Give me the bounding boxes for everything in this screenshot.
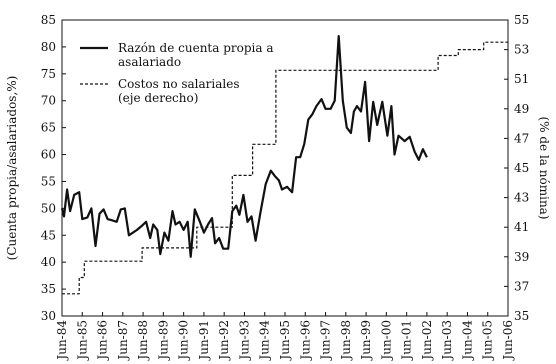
left-tick-label: 35 (41, 282, 56, 296)
left-tick-label: 40 (41, 255, 56, 269)
x-axis-ticks: Jun-84 Jun-85 Jun-86 Jun-87 Jun-88 Jun-89 Jun-… (55, 312, 515, 362)
y2-axis-title: (% de la nómina) (537, 116, 551, 219)
x-tick-label: Jun-98 (339, 320, 353, 362)
series-line-cuenta-propia (60, 34, 428, 258)
right-tick-label: 39 (514, 250, 529, 264)
x-tick-label: Jun-95 (278, 320, 292, 362)
x-tick-label: Jun-94 (258, 320, 272, 362)
left-tick-label: 75 (41, 67, 56, 81)
right-tick-label: 45 (514, 161, 529, 175)
series-line-costos-no-salariales (62, 41, 508, 295)
x-tick-label: Jun-96 (298, 320, 312, 362)
x-tick-label: Jun-87 (116, 320, 130, 362)
x-tick-label: Jun-03 (440, 320, 454, 362)
series-layer (60, 34, 508, 295)
x-tick-label: Jun-91 (197, 320, 211, 362)
x-tick-label: Jun-90 (177, 320, 191, 362)
right-axis-ticks: 35 37 39 41 43 45 47 49 51 53 55 (504, 13, 529, 323)
left-tick-label: 60 (41, 148, 56, 162)
legend-label: Razón de cuenta propia a (118, 41, 274, 55)
y-axis-title: (Cuenta propia/asalariados,%) (5, 76, 19, 261)
x-tick-label: Jun-88 (136, 320, 150, 362)
left-tick-label: 65 (41, 121, 56, 135)
right-tick-label: 51 (514, 72, 529, 86)
x-tick-label: Jun-97 (319, 320, 333, 362)
left-tick-label: 80 (41, 40, 56, 54)
left-tick-label: 30 (41, 309, 56, 323)
left-tick-label: 45 (41, 228, 56, 242)
left-axis-ticks: 30 35 40 45 50 55 60 65 70 75 80 85 (41, 13, 66, 323)
x-tick-label: Jun-06 (501, 320, 515, 362)
right-tick-label: 41 (514, 220, 529, 234)
x-tick-label: Jun-01 (400, 320, 414, 362)
x-tick-label: Jun-05 (481, 320, 495, 362)
legend-label: Costos no salariales (118, 77, 239, 91)
legend-label: asalariado (118, 55, 181, 69)
left-tick-label: 85 (41, 13, 56, 27)
x-tick-label: Jun-89 (156, 320, 170, 362)
x-tick-label: Jun-84 (55, 320, 69, 362)
right-tick-label: 35 (514, 309, 529, 323)
right-tick-label: 55 (514, 13, 529, 27)
right-tick-label: 53 (514, 43, 529, 57)
right-tick-label: 47 (514, 131, 529, 145)
left-tick-label: 70 (41, 94, 56, 108)
legend-label: (eje derecho) (118, 91, 198, 105)
x-tick-label: Jun-04 (460, 320, 474, 362)
x-tick-label: Jun-00 (379, 320, 393, 362)
right-tick-label: 37 (514, 279, 529, 293)
x-tick-label: Jun-92 (217, 320, 231, 362)
left-tick-label: 55 (41, 174, 56, 188)
right-tick-label: 43 (514, 191, 529, 205)
x-tick-label: Jun-86 (96, 320, 110, 362)
right-tick-label: 49 (514, 102, 529, 116)
x-tick-label: Jun-02 (420, 320, 434, 362)
x-tick-label: Jun-85 (75, 320, 89, 362)
x-tick-label: Jun-99 (359, 320, 373, 362)
x-tick-label: Jun-93 (237, 320, 251, 362)
left-tick-label: 50 (41, 201, 56, 215)
